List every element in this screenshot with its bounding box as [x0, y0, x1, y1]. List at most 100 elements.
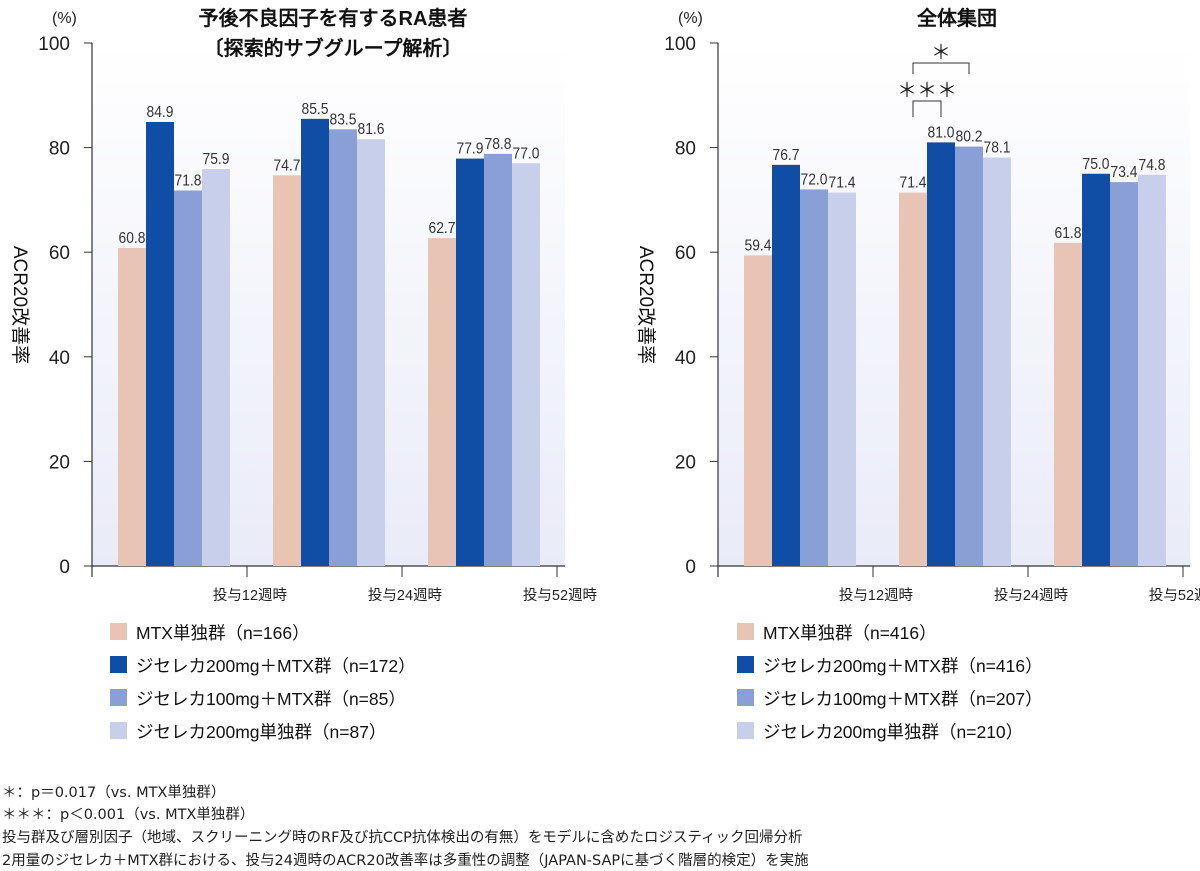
bar — [1082, 173, 1110, 566]
bar — [828, 192, 856, 566]
y-tick-label: 40 — [675, 348, 696, 369]
bar-value-label: 83.5 — [330, 111, 357, 128]
significance-marker: ＊ — [931, 42, 951, 64]
legend-swatch — [110, 623, 127, 640]
x-category-label: 投与12週時 — [213, 587, 287, 604]
bar-value-label: 59.4 — [745, 237, 772, 254]
bar — [273, 175, 301, 566]
bar — [329, 129, 357, 567]
bar — [174, 190, 202, 566]
y-tick-label: 100 — [664, 34, 696, 55]
bar-value-label: 78.1 — [984, 140, 1011, 157]
y-tick-label: 40 — [49, 348, 70, 369]
bar-value-label: 62.7 — [429, 220, 456, 237]
significance-bracket — [912, 62, 970, 74]
chart-subtitle: 〔探索的サブグループ解析〕 — [204, 36, 463, 60]
bar — [512, 163, 540, 567]
legend-label: ジセレカ200mg単独群（n=210） — [763, 722, 1023, 742]
footnote-single-asterisk: ＊：p＝0.017（vs. MTX単独群） — [2, 785, 226, 801]
y-axis-label: ACR20改善率 — [9, 246, 31, 364]
bar — [357, 139, 385, 566]
bar-value-label: 81.0 — [928, 124, 955, 141]
bar-value-label: 74.7 — [274, 157, 301, 174]
bar — [1054, 242, 1082, 566]
bar — [456, 158, 484, 566]
y-tick-label: 80 — [675, 139, 696, 160]
legend-label: ジセレカ100mg＋MTX群（n=207） — [763, 689, 1043, 709]
bar-value-label: 73.4 — [1111, 164, 1138, 181]
y-tick-label: 0 — [685, 557, 696, 578]
legend-swatch — [110, 722, 127, 739]
bar-value-label: 75.0 — [1083, 156, 1110, 173]
x-category-label: 投与24週時 — [994, 587, 1068, 604]
bar — [744, 255, 772, 566]
bar — [146, 121, 174, 567]
bar-value-label: 78.8 — [485, 136, 512, 153]
bar — [1110, 182, 1138, 567]
footnote-multiplicity: 2用量のジセレカ＋MTX群における、投与24週時のACR20改善率は多重性の調整… — [2, 853, 809, 869]
y-unit-label: (%) — [678, 10, 703, 27]
bar-value-label: 72.0 — [801, 171, 828, 188]
bar — [800, 189, 828, 566]
x-category-label: 投与24週時 — [368, 587, 442, 604]
legend-swatch — [737, 656, 754, 673]
y-tick-label: 80 — [49, 139, 70, 160]
bar — [484, 153, 512, 566]
bar — [301, 118, 329, 567]
significance-marker: ＊＊＊ — [897, 80, 957, 102]
bar — [428, 238, 456, 567]
bar — [927, 142, 955, 566]
legend-label: ジセレカ200mg＋MTX群（n=416） — [763, 656, 1043, 676]
bar — [118, 248, 146, 567]
legend-swatch — [737, 623, 754, 640]
x-category-label: 投与52週時 — [1149, 587, 1200, 604]
x-category-label: 投与52週時 — [523, 587, 597, 604]
bar-value-label: 75.9 — [203, 151, 230, 168]
legend-label: ジセレカ200mg＋MTX群（n=172） — [136, 656, 416, 676]
chart-title: 予後不良因子を有するRA患者 — [199, 6, 468, 30]
legend-swatch — [110, 656, 127, 673]
legend-swatch — [737, 689, 754, 706]
bar — [899, 192, 927, 566]
legend-swatch — [110, 689, 127, 706]
bar-value-label: 81.6 — [358, 121, 385, 138]
footnote-triple-asterisk: ＊＊＊：p＜0.001（vs. MTX単独群） — [2, 807, 255, 823]
bar-value-label: 85.5 — [302, 101, 329, 118]
legend-label: MTX単独群（n=166） — [136, 623, 310, 643]
bar-value-label: 71.4 — [900, 175, 927, 192]
bar-value-label: 77.0 — [513, 145, 540, 162]
significance-bracket — [912, 100, 942, 117]
bar-value-label: 76.7 — [773, 147, 800, 164]
bar-value-label: 71.4 — [829, 175, 856, 192]
bar — [772, 164, 800, 566]
bar-value-label: 74.8 — [1139, 157, 1166, 174]
bar-value-label: 84.9 — [147, 104, 174, 121]
bar — [202, 169, 230, 566]
legend-label: ジセレカ100mg＋MTX群（n=85） — [136, 689, 406, 709]
legend-label: MTX単独群（n=416） — [763, 623, 937, 643]
bar — [983, 157, 1011, 567]
chart-panel-overall: 全体集団 (%) ACR20改善率 0 20 40 60 80 100 59.4 71.4 61.8 7… — [635, 6, 1200, 742]
bar-value-label: 71.8 — [175, 172, 202, 189]
y-tick-label: 0 — [59, 557, 70, 578]
bar-value-label: 60.8 — [119, 230, 146, 247]
y-tick-label: 100 — [38, 34, 70, 55]
footnote-analysis-method: 投与群及び層別因子（地域、スクリーニング時のRF及び抗CCP抗体検出の有無）をモ… — [2, 830, 803, 846]
y-unit-label: (%) — [52, 10, 77, 27]
legend-swatch — [737, 722, 754, 739]
chart-title: 全体集団 — [916, 6, 997, 30]
chart-panel-poor-prognosis: 予後不良因子を有するRA患者〔探索的サブグループ解析〕 (%) ACR20改善率 0 2… — [9, 6, 597, 742]
legend-label: ジセレカ200mg単独群（n=87） — [136, 722, 386, 742]
y-tick-label: 20 — [49, 452, 70, 473]
y-axis-label: ACR20改善率 — [635, 246, 657, 364]
bar-value-label: 77.9 — [457, 141, 484, 158]
y-tick-label: 60 — [675, 243, 696, 264]
bar — [1138, 174, 1166, 566]
x-category-label: 投与12週時 — [839, 587, 913, 604]
y-tick-label: 20 — [675, 452, 696, 473]
bar — [955, 146, 983, 566]
bar-value-label: 61.8 — [1055, 225, 1082, 242]
y-tick-label: 60 — [49, 243, 70, 264]
bar-value-label: 80.2 — [956, 129, 983, 146]
